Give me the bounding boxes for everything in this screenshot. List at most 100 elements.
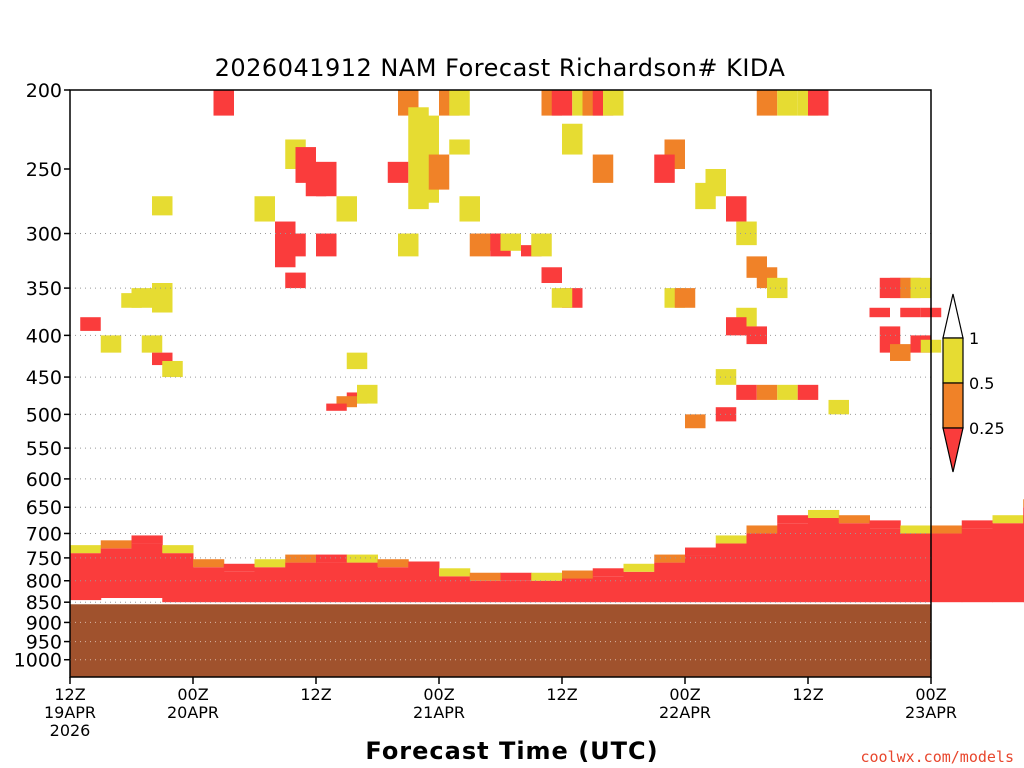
band-fringe xyxy=(70,545,102,554)
ri-cell xyxy=(777,384,798,400)
band-cell xyxy=(254,567,286,603)
band-fringe xyxy=(900,525,932,534)
ri-cell xyxy=(500,233,521,251)
y-tick-label: 350 xyxy=(26,278,62,300)
legend-bottom-arrow xyxy=(942,427,964,473)
ri-cell xyxy=(674,288,696,308)
band-cell xyxy=(223,571,255,603)
ri-cell xyxy=(121,293,142,308)
ri-cell xyxy=(141,335,163,353)
ri-cell xyxy=(736,221,757,246)
legend-label: 1 xyxy=(969,329,979,348)
band-fringe xyxy=(715,535,747,544)
plot-area xyxy=(69,89,1024,678)
y-tick-label: 650 xyxy=(26,497,62,519)
band-cell xyxy=(685,555,717,603)
ri-cell xyxy=(326,403,347,411)
band-fringe xyxy=(838,515,870,524)
band-cell xyxy=(808,517,840,603)
x-tick-label: 23APR xyxy=(905,703,957,722)
ri-cell xyxy=(316,233,337,257)
y-tick-label: 950 xyxy=(26,632,62,654)
y-tick-label: 800 xyxy=(26,571,62,593)
band-cell xyxy=(500,580,532,603)
band-cell xyxy=(992,523,1024,603)
y-tick-label: 1000 xyxy=(14,650,62,672)
x-tick-label: 00Z xyxy=(669,685,700,704)
band-cell xyxy=(70,553,102,601)
band-cell xyxy=(377,567,409,603)
band-cell xyxy=(439,576,471,603)
y-tick-label: 300 xyxy=(26,224,62,246)
x-tick-label: 22APR xyxy=(659,703,711,722)
x-tick-label: 12Z xyxy=(792,685,823,704)
band-fringe xyxy=(316,554,348,563)
ri-cell xyxy=(592,154,614,183)
x-tick-label: 12Z xyxy=(54,685,85,704)
y-tick-label: 700 xyxy=(26,523,62,545)
x-tick-label: 00Z xyxy=(177,685,208,704)
band-fringe xyxy=(439,568,471,577)
y-tick-label: 450 xyxy=(26,367,62,389)
ri-cell xyxy=(346,352,368,370)
credit-text: coolwx.com/models xyxy=(860,748,1014,766)
legend-bin xyxy=(942,382,964,429)
ri-cell xyxy=(285,272,306,289)
band-fringe xyxy=(408,561,440,570)
band-cell xyxy=(961,528,993,603)
band-fringe xyxy=(654,554,686,563)
band-cell xyxy=(838,523,870,603)
band-cell xyxy=(931,533,963,603)
ri-cell xyxy=(551,90,573,116)
ri-cell xyxy=(398,233,419,257)
ri-cell xyxy=(316,161,337,197)
y-tick-label: 550 xyxy=(26,438,62,460)
ri-cell xyxy=(285,233,306,257)
x-tick-label: 2026 xyxy=(50,721,91,740)
band-cell xyxy=(531,580,563,603)
band-cell xyxy=(900,533,932,603)
band-fringe xyxy=(346,554,378,563)
band-fringe xyxy=(469,572,501,581)
terrain-fill xyxy=(70,604,931,677)
ri-cell xyxy=(562,123,583,155)
ri-cell xyxy=(767,277,788,299)
legend-bin xyxy=(942,337,964,384)
ri-cell xyxy=(531,233,552,257)
band-fringe xyxy=(531,572,563,581)
ri-cell xyxy=(152,196,173,216)
band-cell xyxy=(746,533,778,603)
band-cell xyxy=(592,576,624,603)
legend-label: 0.5 xyxy=(969,374,994,393)
ri-cell xyxy=(890,344,911,361)
band-fringe xyxy=(623,563,655,572)
x-tick-label: 20APR xyxy=(167,703,219,722)
ri-cell xyxy=(357,384,378,404)
y-tick-label: 900 xyxy=(26,612,62,634)
ri-cell xyxy=(603,90,624,116)
band-fringe xyxy=(254,559,286,568)
ri-cell xyxy=(736,384,757,400)
ri-cell xyxy=(756,384,778,400)
ri-cell xyxy=(551,288,573,308)
band-fringe xyxy=(100,540,132,549)
band-cell xyxy=(715,543,747,603)
band-fringe xyxy=(223,563,255,572)
x-axis-label: Forecast Time (UTC) xyxy=(365,737,658,765)
x-tick-label: 21APR xyxy=(413,703,465,722)
y-tick-label: 200 xyxy=(26,80,62,102)
y-tick-label: 250 xyxy=(26,159,62,181)
ri-cell xyxy=(726,196,747,222)
band-cell xyxy=(562,578,594,603)
ri-cell xyxy=(777,90,798,116)
x-tick-label: 12Z xyxy=(546,685,577,704)
ri-cell xyxy=(254,196,275,222)
ri-cell xyxy=(213,90,234,116)
band-cell xyxy=(100,548,132,599)
ri-cell xyxy=(100,335,122,353)
ri-cell xyxy=(797,384,819,400)
band-cell xyxy=(469,580,501,603)
x-tick-label: 12Z xyxy=(300,685,331,704)
band-cell xyxy=(131,543,163,599)
band-fringe xyxy=(131,535,163,544)
